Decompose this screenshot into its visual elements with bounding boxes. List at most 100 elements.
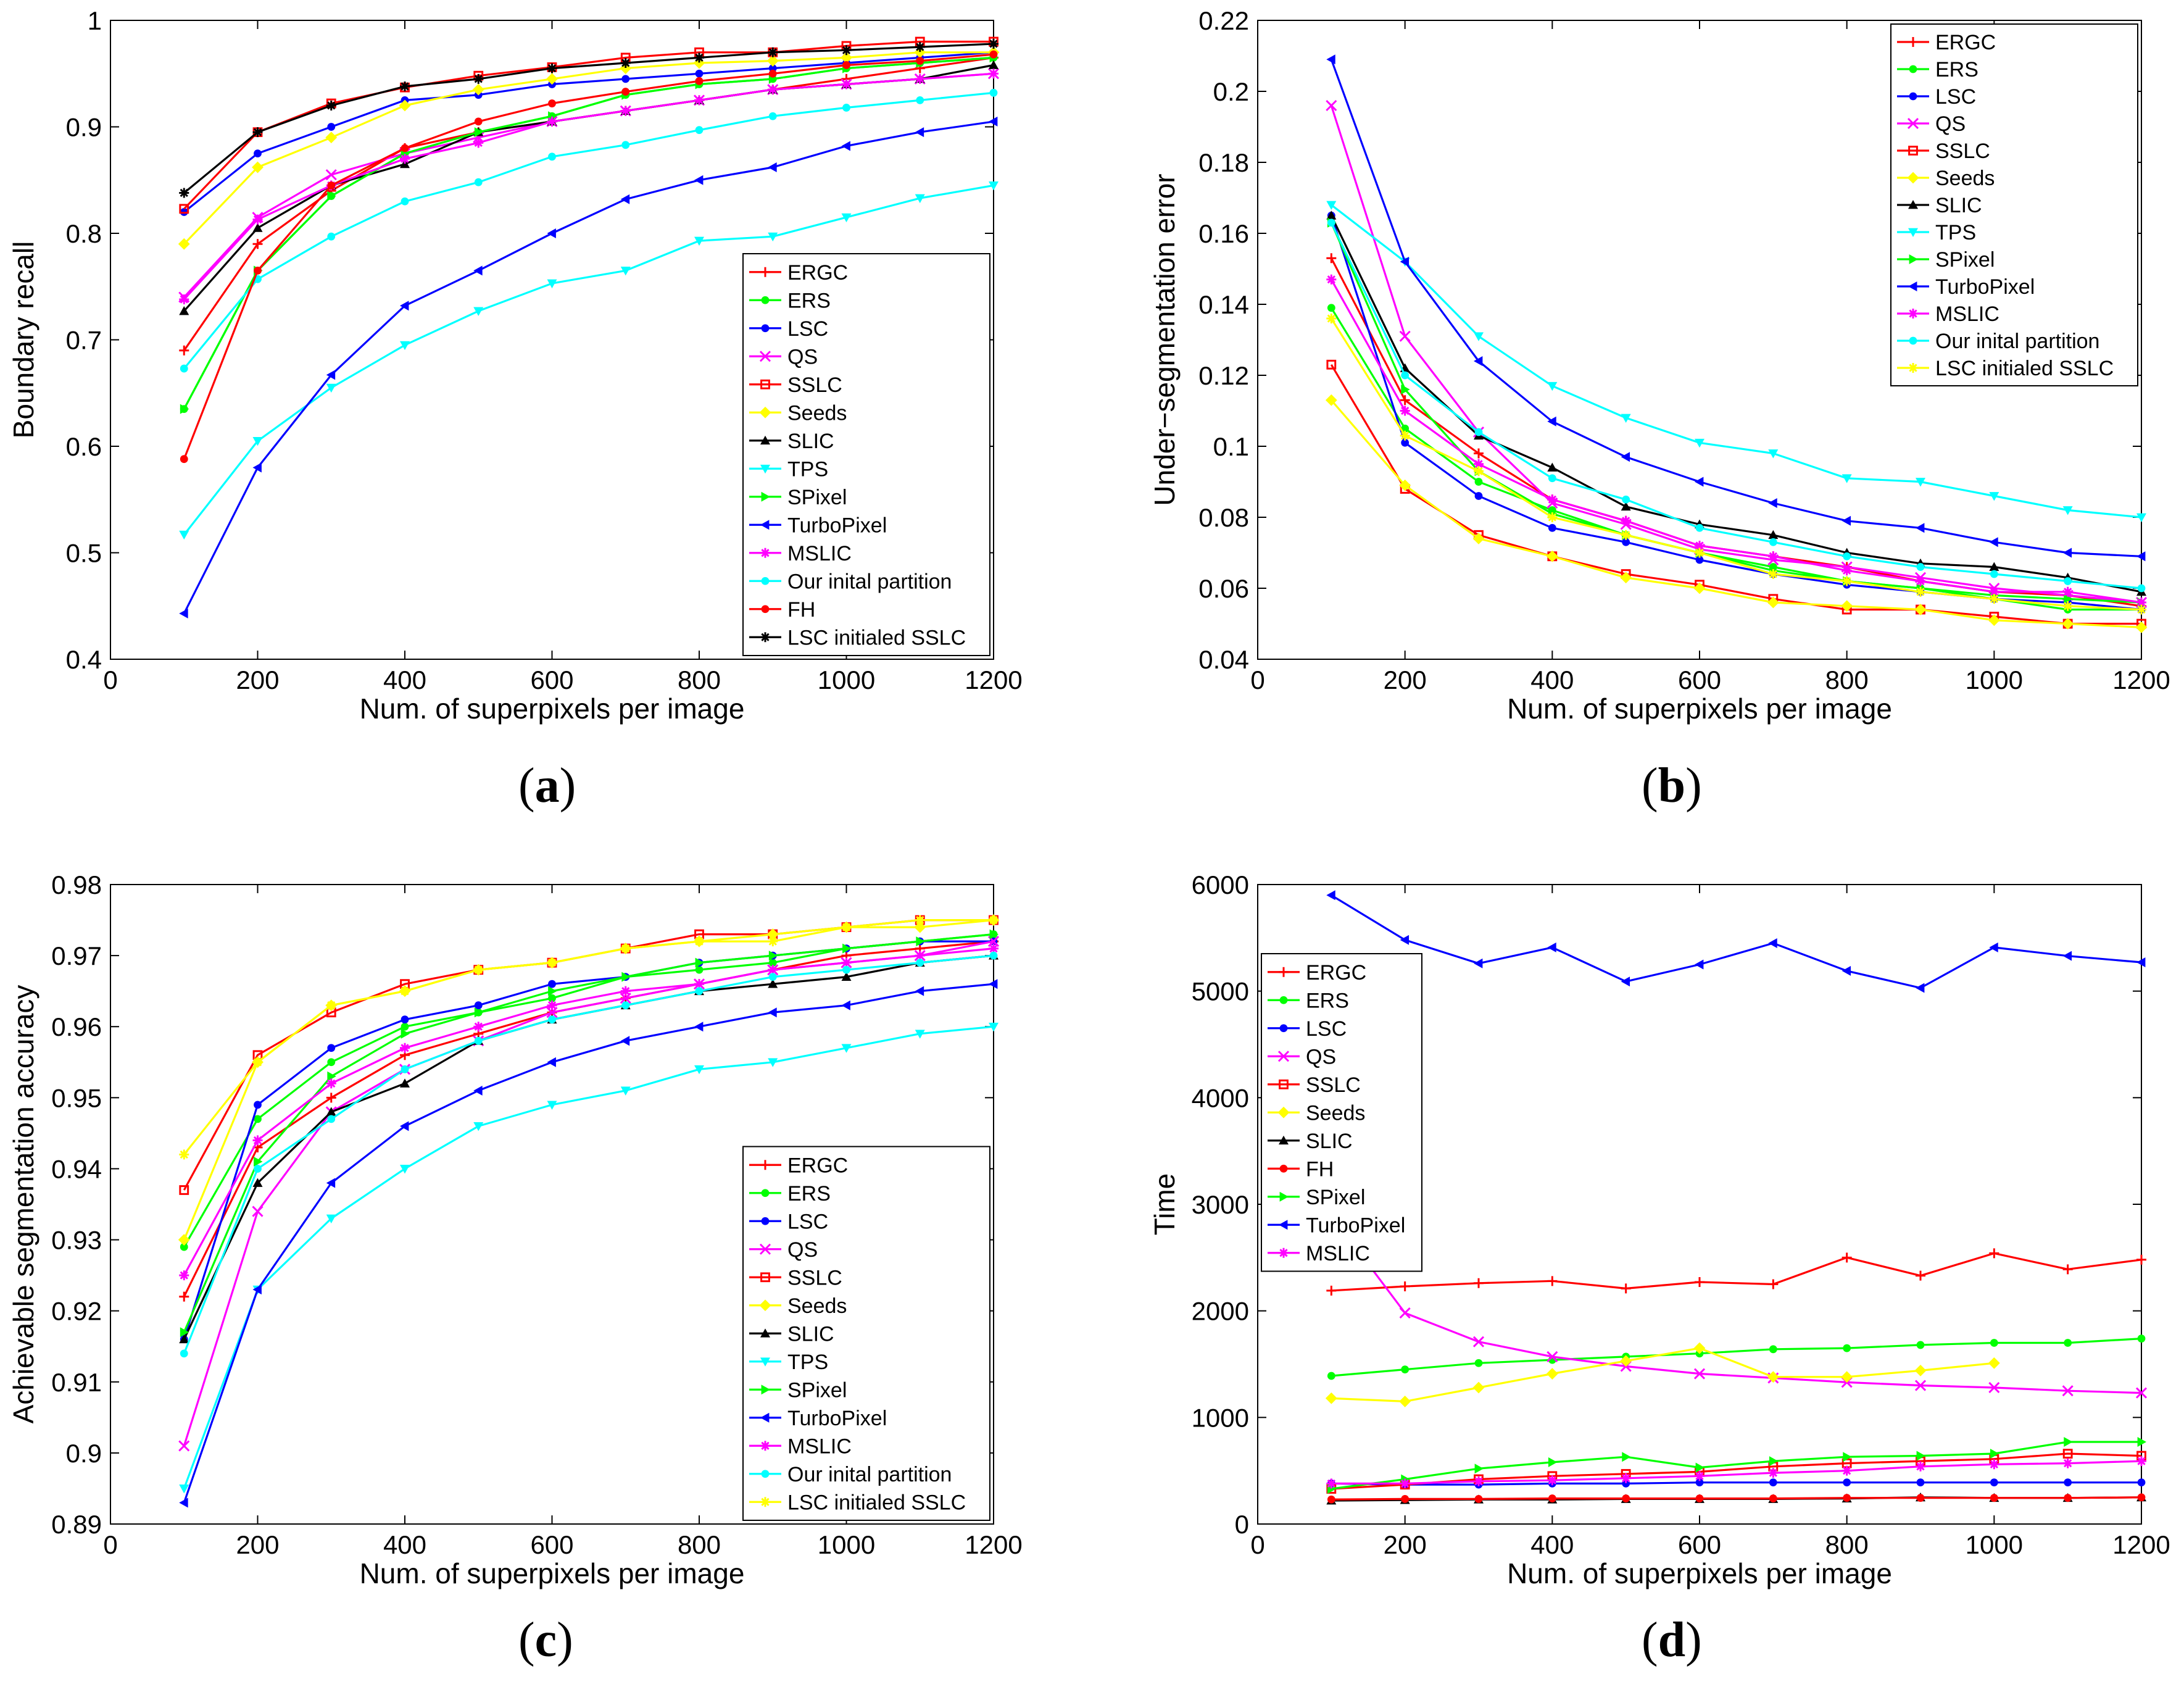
series-line-tps	[183, 1025, 994, 1489]
data-point-seeds	[1620, 572, 1632, 584]
y-tick-label: 1000	[1192, 1403, 1249, 1432]
data-point-spixel	[548, 986, 557, 996]
data-point-lsc-initialed-sslc	[989, 38, 999, 49]
series-line-lsc-initialed-sslc	[1330, 318, 2142, 611]
data-point-ergc	[1400, 1281, 1410, 1291]
y-tick-label: 0.95	[51, 1083, 102, 1112]
data-point-lsc	[2137, 1478, 2146, 1487]
data-point-turbopixel	[1841, 965, 1851, 976]
data-point-turbopixel	[1547, 942, 1556, 952]
series-tps	[179, 181, 999, 540]
chart-c: 0 200 400 600 800 1000 1200 0.89 0.9 0.91 0.92 0.93…	[7, 870, 1023, 1589]
data-point-mslic	[1621, 515, 1631, 526]
data-point-sslc	[1326, 359, 1337, 370]
data-point-tps	[2136, 513, 2146, 522]
data-point-mslic	[2062, 586, 2073, 597]
legend-label-ers: ERS	[1306, 989, 1349, 1012]
data-point-tps	[841, 1044, 852, 1053]
data-point-lsc-initialed-sslc	[1400, 430, 1410, 441]
data-point-spixel	[695, 957, 704, 968]
series-fh	[1327, 1493, 2146, 1504]
data-point-our-inital-partition	[548, 1015, 556, 1024]
data-point-mslic	[1474, 1476, 1484, 1486]
data-point-turbopixel	[1768, 498, 1777, 508]
series-line-lsc	[183, 51, 994, 213]
data-point-tps	[2062, 506, 2073, 515]
legend-marker-ers	[761, 1189, 770, 1197]
legend-marker-seeds	[1907, 172, 1919, 184]
data-point-turbopixel	[252, 462, 262, 473]
data-point-tps	[915, 1030, 925, 1039]
data-point-mslic	[1841, 565, 1852, 576]
legend-marker-turbopixel	[760, 1412, 770, 1423]
series-lsc-initialed-sslc	[179, 38, 999, 198]
series-mslic	[1326, 1456, 2146, 1489]
legend-marker-lsc-initialed-sslc	[760, 632, 770, 643]
x-tick-label: 1200	[2112, 1530, 2170, 1559]
data-point-spixel	[1843, 1452, 1852, 1462]
data-point-turbopixel	[400, 301, 409, 311]
y-tick-label: 0.7	[66, 326, 102, 355]
data-point-qs	[2135, 1387, 2148, 1399]
data-point-spixel	[401, 1028, 410, 1039]
legend-marker-qs	[1277, 1051, 1290, 1062]
data-point-mslic	[1326, 1478, 1337, 1489]
series-ergc	[1326, 1248, 2146, 1296]
series-line-mslic	[1331, 1460, 2142, 1485]
data-point-lsc-initialed-sslc	[620, 943, 631, 954]
data-point-our-inital-partition	[1843, 552, 1851, 560]
data-point-mslic	[1916, 576, 1925, 586]
data-point-turbopixel	[473, 1085, 483, 1096]
data-point-fh	[1916, 1494, 1925, 1502]
legend-marker-tps	[760, 464, 770, 474]
data-point-our-inital-partition	[474, 1036, 483, 1045]
data-point-slic	[179, 1334, 189, 1344]
series-line-our-inital-partition	[183, 91, 994, 370]
data-point-mslic	[694, 95, 704, 106]
legend-marker-lsc-initialed-sslc	[1908, 363, 1918, 373]
data-point-turbopixel	[2136, 957, 2146, 968]
data-point-tps	[1695, 438, 1704, 448]
data-point-our-inital-partition	[1695, 523, 1704, 532]
legend-marker-sslc	[760, 379, 770, 389]
caption-d-letter: d	[1658, 1613, 1686, 1667]
data-point-spixel	[1695, 1462, 1704, 1473]
data-point-slic	[1326, 210, 1337, 220]
data-point-mslic	[768, 965, 778, 975]
data-point-mslic	[547, 1000, 557, 1010]
legend-box	[1890, 23, 2138, 386]
data-point-lsc-initialed-sslc	[620, 58, 631, 68]
series-turbopixel	[1326, 890, 2146, 993]
data-point-our-inital-partition	[254, 1165, 262, 1173]
data-point-seeds	[1693, 1342, 1706, 1354]
data-point-turbopixel	[694, 1022, 704, 1032]
data-point-fh	[842, 61, 850, 69]
data-point-lsc-initialed-sslc	[1768, 569, 1779, 579]
y-tick-label: 3000	[1192, 1190, 1249, 1219]
data-point-mslic	[473, 1022, 484, 1032]
y-tick-label: 0.8	[66, 219, 102, 248]
data-point-qs	[1988, 1381, 2000, 1394]
data-point-mslic	[2062, 1458, 2073, 1468]
data-point-spixel	[842, 943, 852, 954]
legend-box	[742, 253, 990, 656]
series-group-c	[178, 914, 1000, 1508]
y-tick-label: 0.89	[51, 1510, 102, 1539]
data-point-mslic	[252, 214, 263, 225]
data-point-lsc	[1990, 1478, 1998, 1487]
data-point-spixel	[768, 951, 778, 961]
data-point-turbopixel	[620, 1036, 630, 1046]
legend-marker-qs	[1907, 117, 1919, 130]
legend-marker-tps	[760, 1357, 770, 1367]
data-point-fh	[1769, 1494, 1777, 1502]
y-tick-label: 0	[1235, 1510, 1249, 1539]
data-point-our-inital-partition	[2137, 584, 2146, 593]
data-point-slic	[841, 972, 852, 981]
data-point-lsc	[548, 980, 556, 988]
legend-b: ERGC ERS LSC QS SSLC Seeds SLIC TPS SPixel TurboP…	[1890, 23, 2138, 386]
legend-label-lsc-initialed-sslc: LSC initialed SSLC	[787, 1491, 966, 1514]
legend-marker-qs	[759, 351, 771, 362]
x-tick-label: 600	[530, 1530, 573, 1559]
data-point-seeds	[178, 238, 190, 250]
data-point-seeds	[2135, 621, 2148, 633]
